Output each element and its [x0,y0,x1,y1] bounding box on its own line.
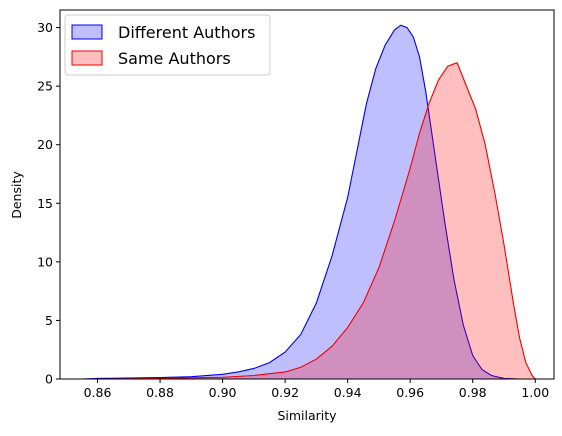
series-line-different-authors [81,24,536,380]
y-tick-label: 10 [37,254,53,269]
y-axis-label: Density [9,171,24,219]
x-tick-label: 0.88 [146,385,174,400]
y-tick-label: 25 [37,79,53,94]
x-tick-label: 0.90 [209,385,237,400]
x-tick-label: 1.00 [521,385,549,400]
y-tick-label: 20 [37,137,53,152]
y-tick-label: 15 [37,196,53,211]
series-line-same-authors [97,62,536,380]
x-tick-label: 0.94 [334,385,362,400]
x-tick-label: 0.92 [271,385,299,400]
ticks-layer: 0.86 0.88 0.90 0.92 0.94 0.96 0.98 1.00 0 5 10 15 20… [37,20,549,400]
legend-swatch-different-authors [71,24,103,40]
x-tick-label: 0.96 [396,385,424,400]
legend-label-same-authors: Same Authors [118,49,231,68]
x-axis-label: Similarity [277,408,337,423]
y-tick-label: 0 [45,372,53,387]
legend-label-different-authors: Different Authors [118,23,255,42]
x-tick-label: 0.86 [84,385,112,400]
y-tick-label: 30 [37,20,53,35]
legend-swatch-same-authors [71,50,103,66]
series-area-same-authors [97,62,536,380]
legend: Different Authors Same Authors [64,14,271,76]
plot-frame [59,9,555,380]
x-tick-label: 0.98 [459,385,487,400]
series-area-different-authors [81,25,536,379]
legend-box [64,14,271,76]
series-layer [81,24,536,380]
y-tick-label: 5 [45,313,53,328]
